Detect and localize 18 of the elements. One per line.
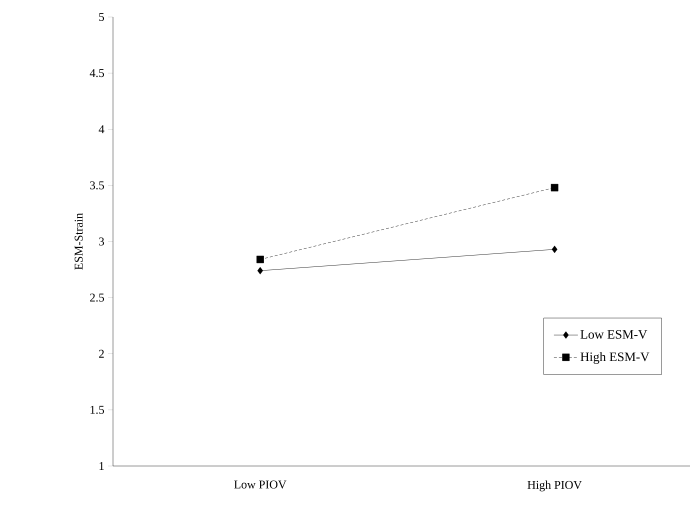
point: [552, 246, 558, 254]
y-tick-label: 1.5: [90, 406, 104, 414]
y-tick-label: 2: [99, 350, 104, 358]
x-tick-label: High PIOV: [528, 480, 582, 492]
y-tick-label: 2.5: [90, 294, 104, 302]
point: [550, 184, 558, 192]
point: [256, 256, 264, 264]
y-tick-label: 3: [99, 237, 104, 246]
y-axis-title: ESM-Strain: [74, 213, 83, 270]
y-tick-label: 1: [100, 462, 104, 470]
x-tick-label: Low PIOV: [234, 480, 286, 489]
y-tick-label: 4: [98, 125, 104, 134]
y-tick-label: 3.5: [90, 181, 104, 190]
point: [257, 266, 264, 274]
legend-label: Low ESM-V: [580, 330, 648, 339]
y-tick-label: 4.5: [90, 69, 104, 78]
legend-label: High ESM-V: [580, 352, 650, 364]
y-tick-label: 5: [99, 13, 104, 21]
